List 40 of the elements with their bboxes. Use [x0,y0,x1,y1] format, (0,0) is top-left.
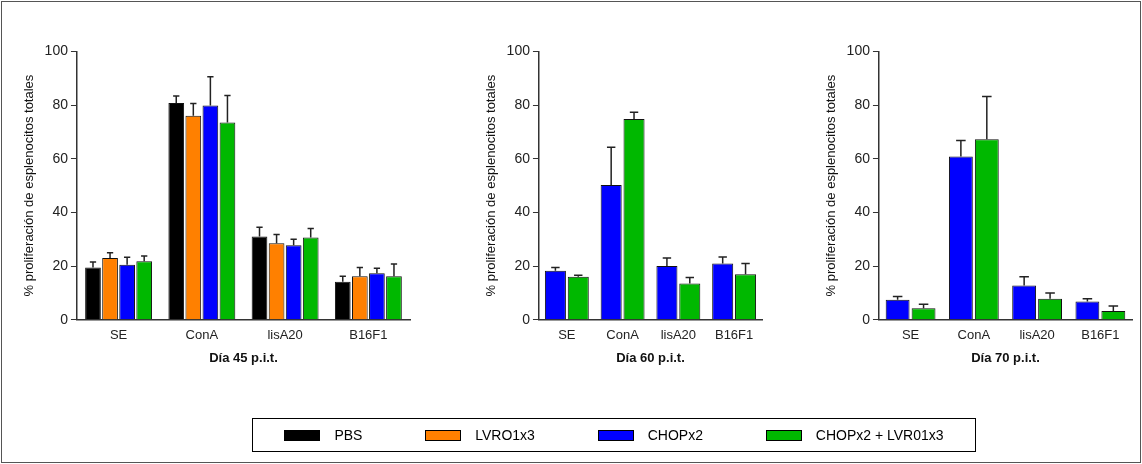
y-tick-label: 0 [60,310,69,327]
y-tick-label: 20 [854,256,871,273]
y-tick-label: 80 [854,95,871,112]
y-tick-label: 60 [854,149,871,166]
x-tick-label: B16F1 [1081,327,1120,343]
x-tick-label: B16F1 [349,327,388,343]
x-tick-label: SE [901,327,920,343]
y-axis-title: % proliferación de esplenocitos totales [21,74,37,297]
y-tick-label: 20 [514,256,531,273]
y-tick-label: 0 [522,310,531,327]
legend-label: PBS [334,427,363,443]
y-tick-label: 80 [514,95,531,112]
x-axis-title: Día 45 p.i.t. [209,349,278,365]
y-tick-label: 20 [52,256,69,273]
y-axis-title: % proliferación de esplenocitos totales [823,74,839,297]
x-tick-label: SE [558,327,576,343]
y-tick-label: 40 [854,203,871,220]
x-tick-label: ConA [957,327,991,343]
y-tick-label: 100 [44,42,69,59]
x-axis-title: Día 70 p.i.t. [971,349,1040,365]
y-tick-label: 100 [846,42,871,59]
y-tick-label: 80 [52,95,69,112]
y-axis-title: % proliferación de esplenocitos totales [483,74,499,297]
x-axis-title: Día 60 p.i.t. [616,349,685,365]
x-tick-label: B16F1 [714,327,754,343]
y-tick-label: 100 [506,42,531,59]
y-tick-label: 60 [52,149,69,166]
x-tick-label: lisA20 [1019,327,1055,343]
x-tick-label: lisA20 [267,327,303,343]
y-tick-label: 0 [862,310,871,327]
x-tick-label: ConA [185,327,219,343]
x-tick-label: lisA20 [660,327,697,343]
y-tick-label: 60 [514,149,531,166]
legend-label: LVRO1x3 [475,427,535,443]
x-tick-label: ConA [606,327,640,343]
x-tick-label: SE [109,327,128,343]
y-tick-label: 40 [52,203,69,220]
y-tick-label: 40 [514,203,531,220]
legend-label: CHOPx2 [647,427,703,443]
legend-label: CHOPx2 + LVR01x3 [815,427,944,443]
